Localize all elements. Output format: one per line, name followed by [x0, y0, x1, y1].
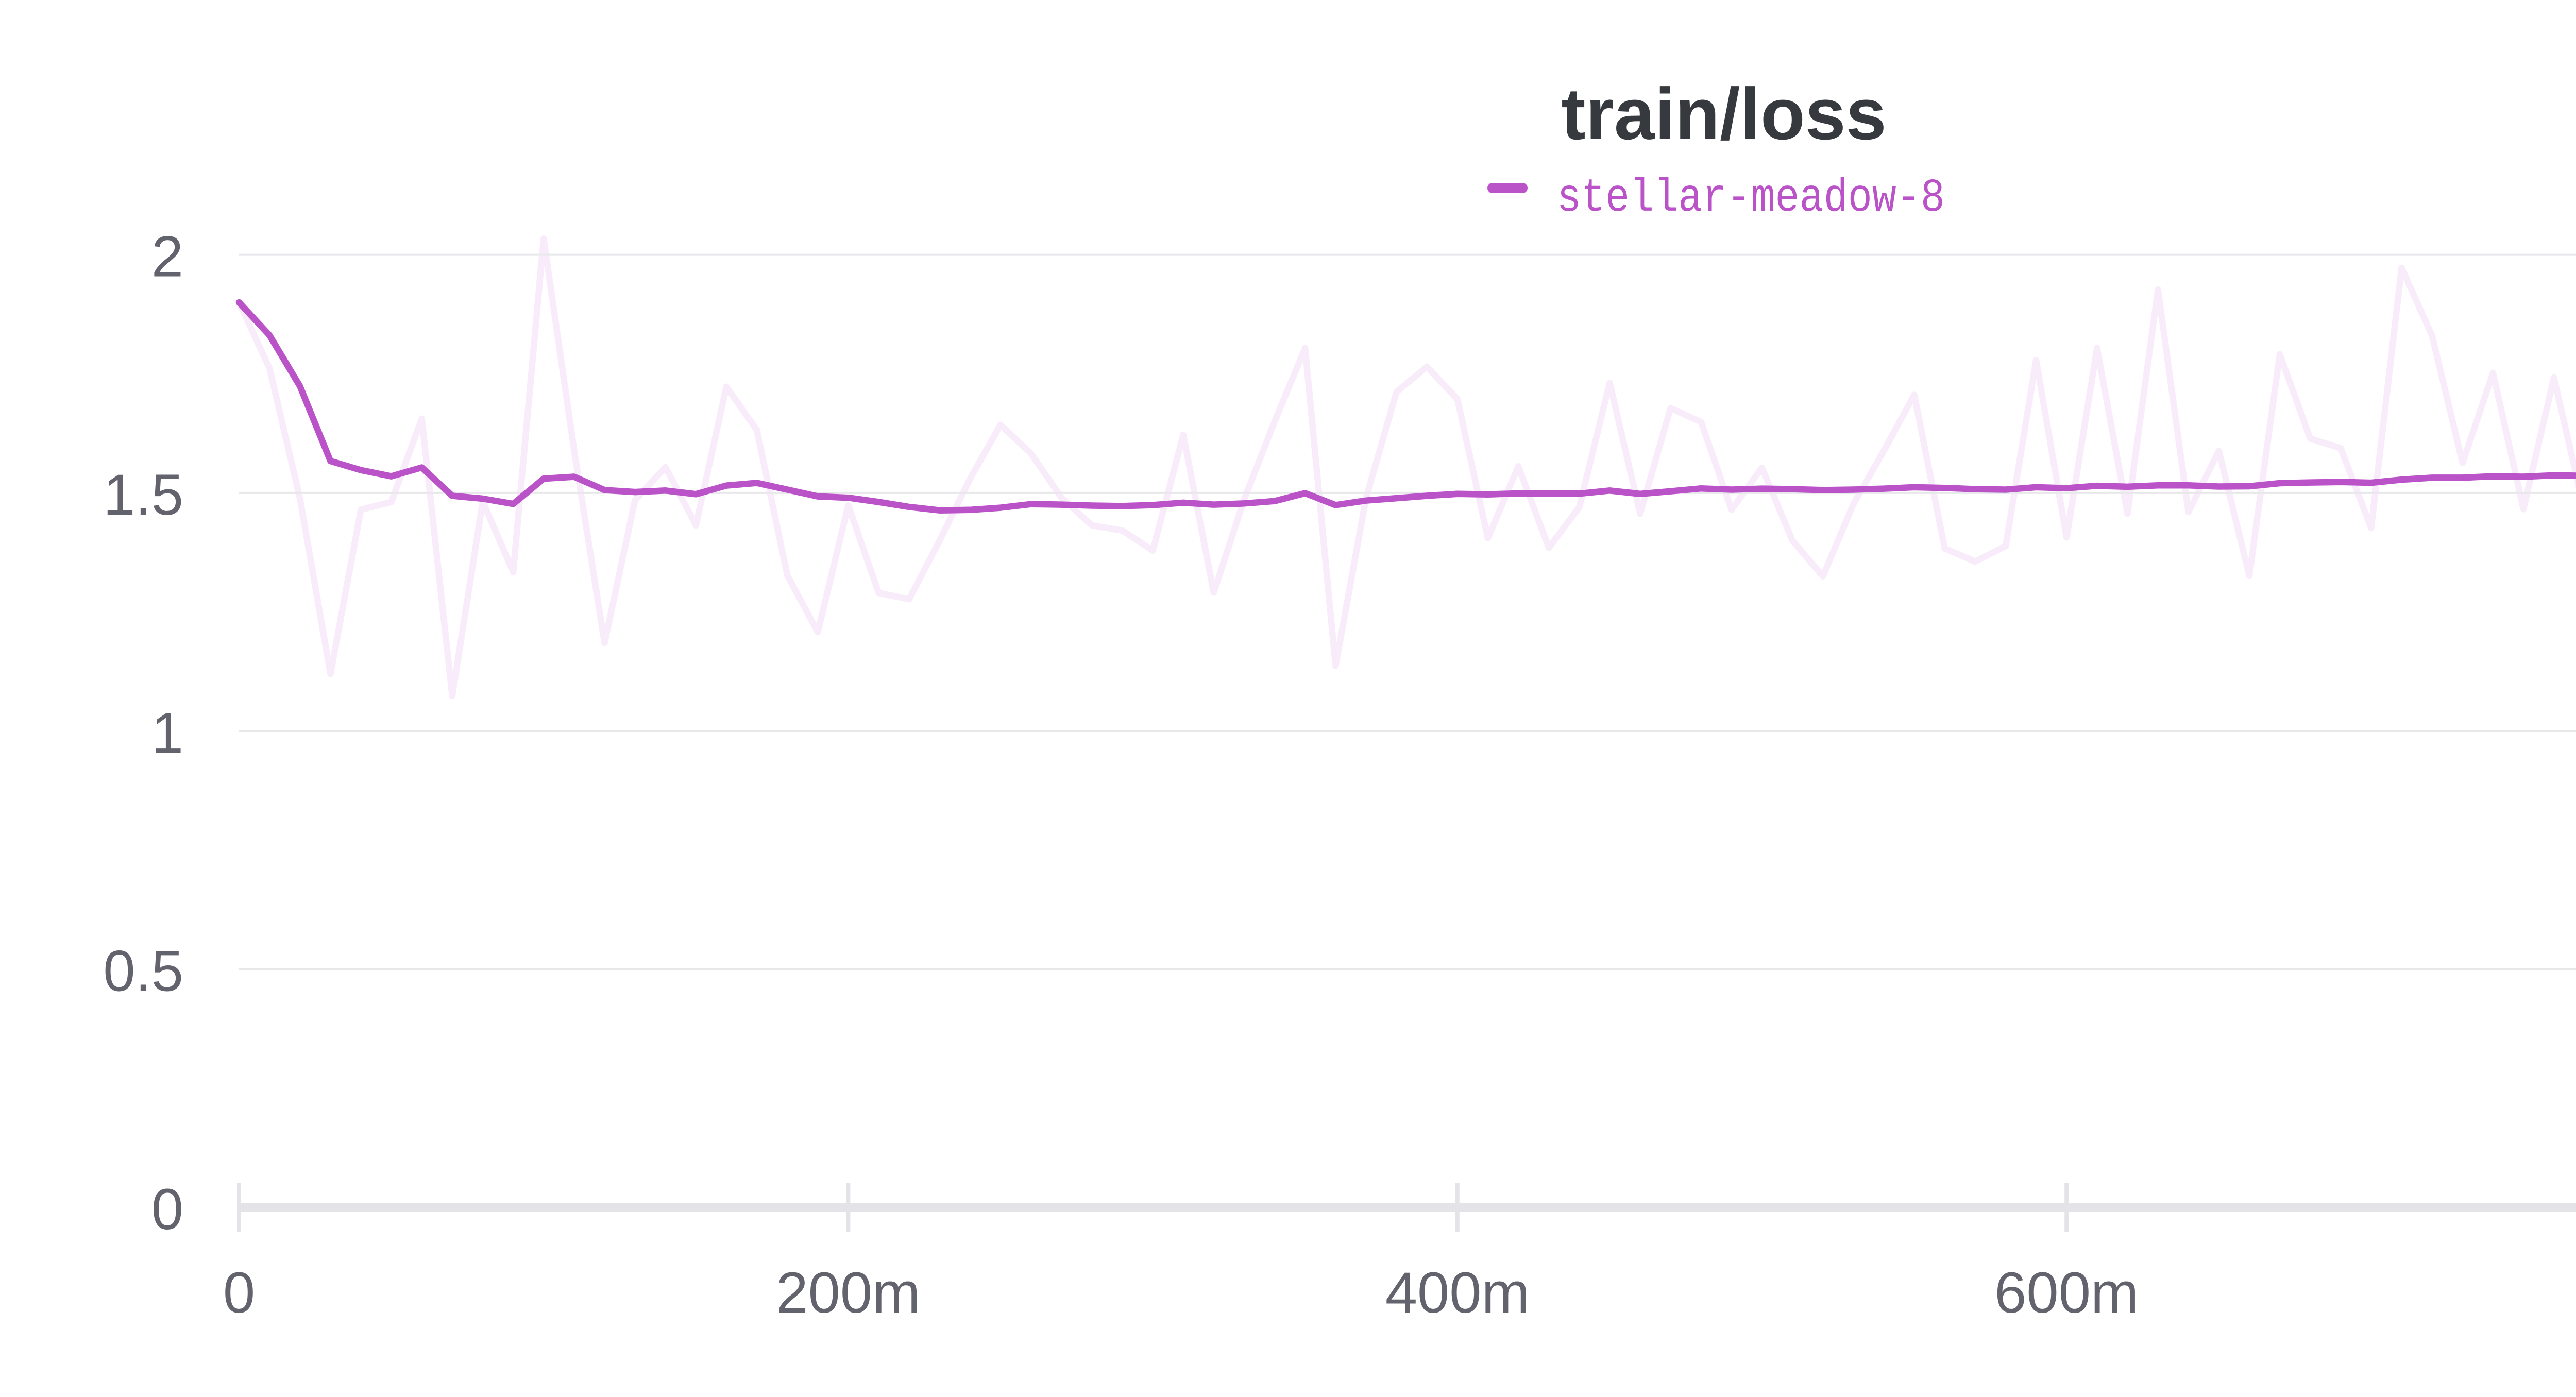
svg-text:200m: 200m	[776, 1260, 920, 1325]
svg-text:0: 0	[151, 1177, 183, 1241]
svg-text:400m: 400m	[1385, 1260, 1530, 1325]
svg-text:0: 0	[223, 1260, 255, 1325]
svg-text:stellar-meadow-8: stellar-meadow-8	[1557, 172, 1945, 225]
svg-text:600m: 600m	[1994, 1260, 2139, 1325]
svg-text:train/loss: train/loss	[1561, 73, 1886, 155]
svg-text:1: 1	[151, 701, 183, 765]
svg-text:1.5: 1.5	[103, 463, 183, 527]
svg-text:0.5: 0.5	[103, 939, 183, 1003]
svg-text:2: 2	[151, 225, 183, 289]
